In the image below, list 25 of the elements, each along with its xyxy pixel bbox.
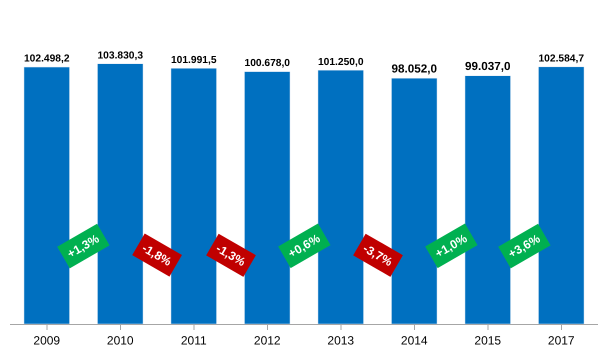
x-tick-label: 2014 — [400, 333, 428, 348]
data-label: 98.052,0 — [392, 62, 438, 76]
data-label: 100.678,0 — [244, 58, 290, 70]
x-tick-label: 2017 — [548, 333, 575, 348]
annotation: -1,8% — [140, 240, 174, 269]
bar — [244, 71, 290, 324]
x-tick-label: 2009 — [33, 333, 60, 348]
data-label: 101.250,0 — [318, 56, 364, 68]
data-label: 102.498,2 — [24, 54, 70, 65]
x-tick-label: 2013 — [327, 333, 354, 348]
bar — [24, 66, 70, 324]
x-tick-label: 2015 — [474, 333, 502, 348]
data-label: 102.584,7 — [538, 53, 584, 64]
x-tick-label: 2012 — [254, 333, 281, 348]
annotation: -3,7% — [360, 241, 396, 270]
bar — [538, 66, 584, 324]
data-label: 103.830,3 — [97, 50, 144, 62]
data-label: 101.991,5 — [170, 54, 217, 66]
bar — [170, 68, 217, 324]
x-tick-label: 2011 — [180, 333, 207, 348]
bar — [391, 78, 438, 324]
annotation: -1,3% — [214, 241, 248, 270]
x-tick-label: 2010 — [106, 333, 134, 348]
bar — [97, 63, 144, 324]
data-label: 99.037,0 — [465, 60, 511, 74]
